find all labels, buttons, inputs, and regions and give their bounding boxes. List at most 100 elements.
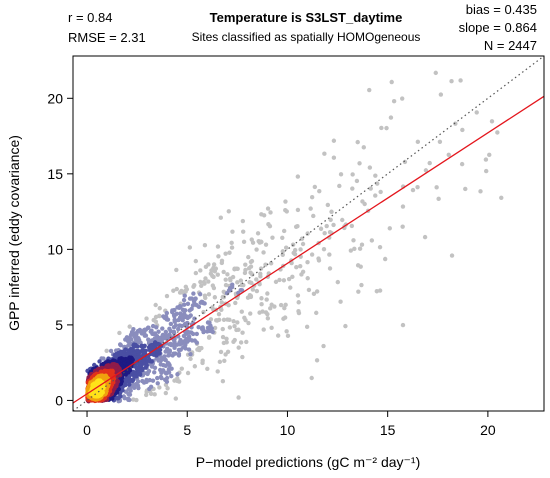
data-point [186, 347, 192, 352]
data-point [232, 323, 237, 329]
data-point [377, 244, 383, 250]
data-point [148, 384, 154, 389]
data-point [188, 351, 193, 357]
data-point [268, 210, 273, 215]
data-point [152, 392, 157, 397]
data-point [312, 184, 318, 190]
data-point [200, 360, 205, 366]
data-point [192, 364, 198, 369]
data-point [227, 325, 233, 330]
data-point [348, 248, 354, 253]
data-point [155, 375, 160, 381]
data-point [123, 389, 129, 394]
data-point [338, 172, 344, 177]
data-point [434, 185, 439, 190]
plot-frame [72, 55, 545, 412]
data-point [254, 247, 259, 252]
data-point [241, 239, 247, 245]
data-point [367, 87, 372, 93]
data-point [121, 394, 127, 399]
data-point [308, 206, 313, 211]
data-point [153, 302, 158, 308]
data-point [269, 325, 274, 330]
y-tick-label: 20 [47, 90, 63, 106]
data-point [195, 347, 200, 352]
data-point [144, 316, 149, 321]
data-point [244, 339, 249, 345]
data-point [387, 226, 392, 231]
data-point [240, 330, 245, 335]
data-point [275, 333, 281, 338]
data-point [359, 282, 364, 288]
data-point [165, 386, 170, 391]
data-point [453, 121, 458, 126]
data-point [263, 310, 269, 315]
data-point [389, 79, 394, 85]
data-point [269, 302, 274, 307]
data-point [258, 239, 264, 244]
data-point [391, 99, 397, 104]
data-point [174, 267, 179, 273]
data-point [350, 186, 355, 191]
data-point [231, 319, 236, 324]
data-point [181, 333, 187, 339]
data-point [171, 312, 177, 318]
data-point [329, 209, 334, 214]
data-point [167, 342, 172, 347]
data-point [168, 321, 174, 327]
data-point [223, 277, 228, 282]
data-point [299, 272, 304, 277]
data-point [268, 261, 274, 266]
data-point [286, 276, 292, 282]
data-point [136, 329, 141, 334]
data-point [214, 318, 219, 323]
data-point [183, 338, 188, 343]
data-point [171, 329, 177, 335]
data-point [254, 277, 259, 282]
data-point [273, 279, 279, 285]
data-point [97, 359, 102, 364]
x-tick-label: 15 [380, 422, 396, 438]
data-point [101, 356, 106, 361]
data-point [246, 266, 252, 271]
data-point [305, 260, 310, 265]
data-point [352, 246, 357, 252]
data-point [215, 369, 220, 374]
data-point [373, 173, 378, 178]
data-point [446, 152, 451, 158]
data-point [284, 329, 289, 334]
data-point [142, 343, 147, 348]
stat-r: r = 0.84 [68, 10, 112, 25]
chart-title: Temperature is S3LST_daytime [210, 10, 403, 25]
data-point [483, 157, 489, 162]
data-point [236, 345, 241, 350]
data-point [201, 309, 206, 315]
data-point [158, 374, 164, 380]
y-tick-label: 15 [47, 166, 63, 182]
data-point [206, 292, 212, 297]
data-point [382, 256, 388, 262]
data-point [291, 250, 296, 256]
data-point [226, 209, 231, 214]
data-point [327, 252, 332, 257]
data-point [202, 293, 208, 298]
data-point [215, 244, 221, 249]
data-point [278, 302, 284, 308]
x-axis: 0 5 10 15 20 [83, 411, 496, 438]
data-point [230, 274, 236, 280]
data-point [166, 353, 171, 358]
data-point [246, 320, 251, 326]
data-point [400, 96, 405, 101]
data-point [288, 285, 293, 290]
data-point [285, 333, 291, 339]
data-point [265, 291, 270, 296]
data-point [160, 368, 166, 373]
data-point [219, 260, 225, 266]
data-point [423, 168, 429, 173]
reference-lines [72, 55, 545, 412]
data-point [433, 70, 438, 76]
y-tick-label: 10 [47, 241, 63, 257]
data-point [337, 183, 342, 189]
data-point [205, 366, 210, 371]
